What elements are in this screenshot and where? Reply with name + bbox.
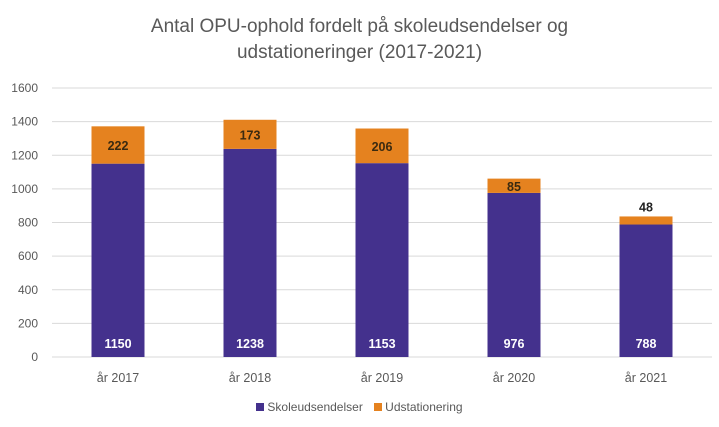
- bar-udstationering: [619, 216, 673, 225]
- chart-title-line-1: Antal OPU-ophold fordelt på skoleudsende…: [150, 16, 569, 37]
- data-label: 788: [636, 337, 657, 351]
- chart-title: Antal OPU-ophold fordelt på skoleudsende…: [0, 14, 719, 66]
- bar-udstationering: [223, 119, 277, 149]
- y-tick-label: 400: [18, 283, 38, 297]
- y-tick-label: 1600: [11, 81, 38, 95]
- chart-title-line-2: udstationeringer (2017-2021): [236, 42, 483, 63]
- bar-skoleudsendelser: [355, 163, 409, 357]
- bar-udstationering: [487, 178, 541, 193]
- bar-skoleudsendelser: [91, 163, 145, 357]
- data-label: 48: [639, 200, 653, 214]
- x-tick-label: år 2021: [625, 371, 667, 385]
- y-tick-label: 0: [31, 350, 38, 364]
- x-tick-label: år 2019: [361, 371, 403, 385]
- legend-swatch: [374, 403, 383, 411]
- data-label: 1153: [368, 337, 395, 351]
- data-label: 206: [372, 140, 393, 154]
- bar-skoleudsendelser: [487, 192, 541, 357]
- data-label: 1238: [236, 337, 264, 351]
- y-tick-label: 1200: [11, 148, 38, 162]
- x-tick-label: år 2018: [229, 371, 271, 385]
- y-tick-label: 200: [18, 316, 38, 330]
- bar-udstationering: [91, 126, 145, 164]
- x-tick-label: år 2017: [97, 371, 139, 385]
- legend-item-udstationering: Udstationering: [374, 400, 463, 414]
- y-tick-label: 1400: [11, 115, 38, 129]
- data-label: 1150: [104, 337, 131, 351]
- y-tick-label: 600: [18, 249, 38, 263]
- data-label: 976: [504, 337, 525, 351]
- x-tick-label: år 2020: [493, 371, 535, 385]
- legend-label: Udstationering: [385, 400, 463, 414]
- legend: Skoleudsendelser Udstationering: [0, 400, 719, 414]
- legend-item-skoleudsendelser: Skoleudsendelser: [256, 400, 363, 414]
- data-label: 85: [507, 180, 521, 194]
- bar-udstationering: [355, 128, 409, 164]
- data-label: 222: [108, 139, 129, 153]
- bar-skoleudsendelser: [223, 148, 277, 357]
- data-label: 173: [240, 128, 261, 142]
- legend-swatch: [256, 403, 265, 411]
- legend-label: Skoleudsendelser: [267, 400, 363, 414]
- y-tick-label: 1000: [11, 182, 38, 196]
- bar-skoleudsendelser: [619, 224, 673, 357]
- y-tick-label: 800: [18, 216, 38, 230]
